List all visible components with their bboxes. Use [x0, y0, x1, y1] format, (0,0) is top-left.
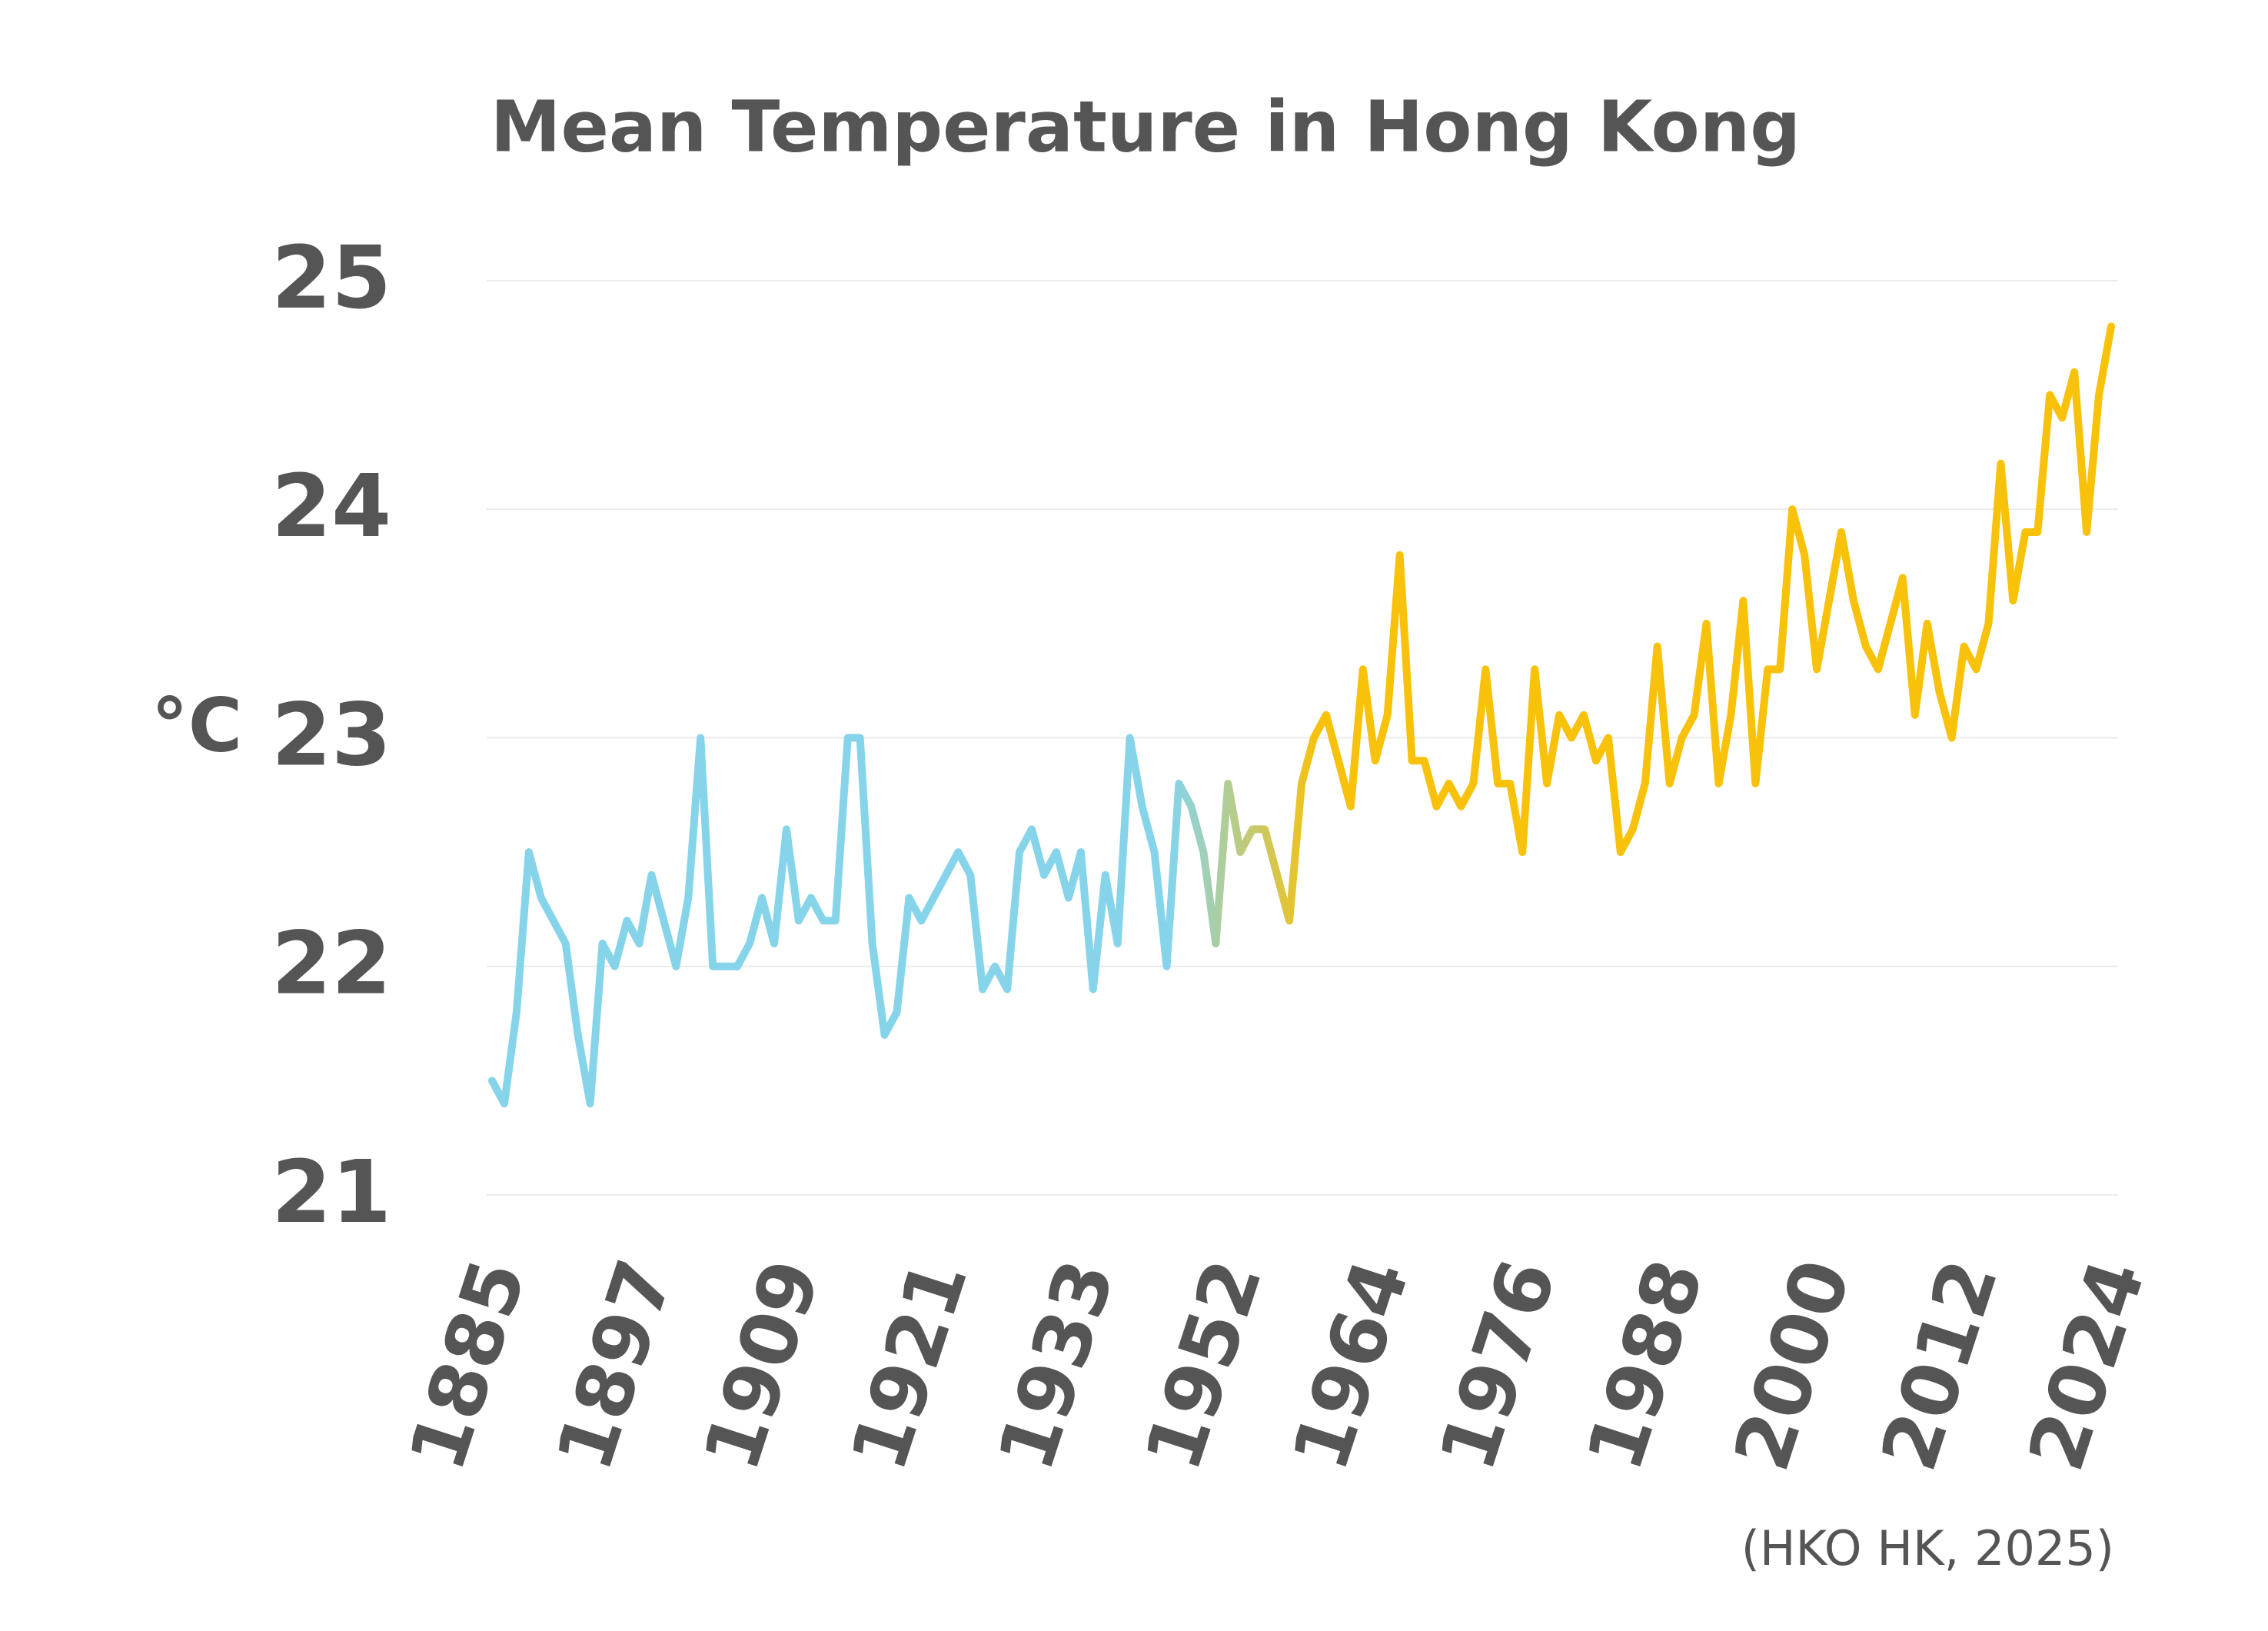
x-tick-label: 1885: [392, 1250, 544, 1481]
source-note: (HKO HK, 2025): [1741, 1520, 2114, 1576]
x-tick-label: 1897: [539, 1250, 690, 1481]
x-tick-label: 2024: [2011, 1250, 2163, 1481]
x-tick-label: 2000: [1717, 1250, 1868, 1481]
x-tick-label: 1952: [1128, 1250, 1279, 1481]
x-tick-label: 1933: [980, 1250, 1132, 1481]
x-tick-label: 1921: [833, 1250, 985, 1481]
data-line: [488, 322, 2115, 1108]
y-tick-label: 22: [271, 914, 391, 1014]
y-tick-label: 21: [271, 1143, 391, 1243]
x-tick-label: 1976: [1422, 1250, 1574, 1481]
y-tick-label: 23: [271, 685, 391, 785]
y-tick-label: 24: [271, 457, 391, 557]
x-tick-label: 1988: [1569, 1250, 1721, 1481]
x-tick-label: 1964: [1275, 1250, 1426, 1481]
chart-title: Mean Temperature in Hong Kong: [491, 85, 1801, 168]
x-tick-label: 2012: [1864, 1250, 2015, 1481]
x-tick-label: 1909: [686, 1250, 837, 1481]
y-tick-label: 25: [271, 228, 391, 328]
y-axis-label: °C: [151, 682, 242, 768]
